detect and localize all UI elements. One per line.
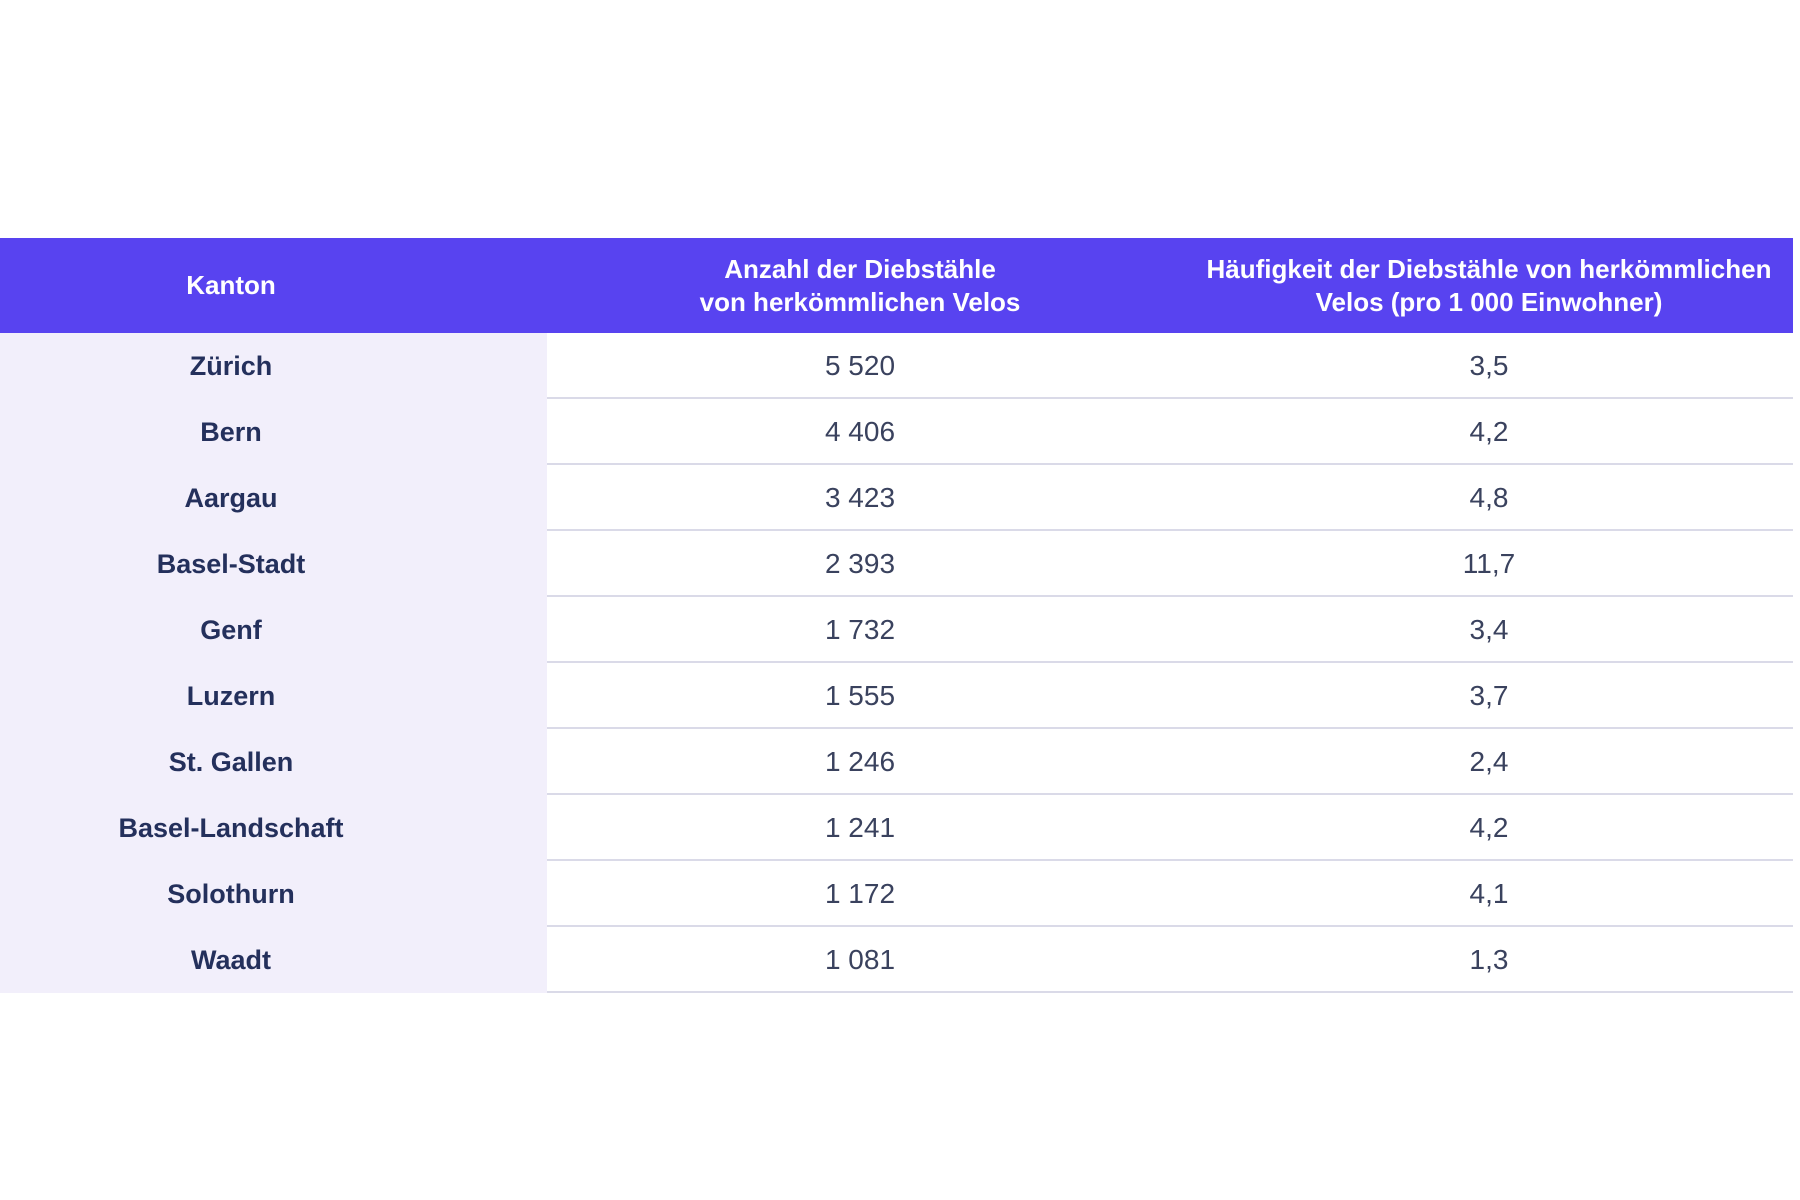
haeufigkeit-value-cell: 11,7	[1462, 548, 1516, 579]
table-body: Zürich 5 520 3,5 Bern 4 406 4,2 Aargau 3…	[0, 333, 1793, 993]
anzahl-value-cell: 2 393	[824, 548, 896, 579]
haeufigkeit-value-cell: 4,8	[1469, 482, 1509, 513]
haeufigkeit-value-cell: 3,5	[1469, 350, 1509, 381]
haeufigkeit-value-cell: 4,2	[1469, 416, 1509, 447]
table-row: Basel-Stadt 2 393 11,7	[0, 531, 1793, 597]
kanton-name-cell: Bern	[200, 416, 262, 447]
haeufigkeit-value-cell: 3,4	[1469, 614, 1509, 645]
column-header-kanton-label: Kanton	[186, 270, 276, 300]
anzahl-value-cell: 3 423	[824, 482, 896, 513]
table-row: Genf 1 732 3,4	[0, 597, 1793, 663]
column-header-anzahl-line2: von herkömmlichen Velos	[699, 286, 1021, 317]
kanton-name-cell: Genf	[200, 614, 262, 645]
table-row: Waadt 1 081 1,3	[0, 927, 1793, 993]
kanton-name-cell: Waadt	[191, 944, 271, 975]
kanton-name-cell: Aargau	[184, 482, 278, 513]
kanton-column-background	[0, 333, 547, 993]
haeufigkeit-value-cell: 4,2	[1469, 812, 1509, 843]
table-row: St. Gallen 1 246 2,4	[0, 729, 1793, 795]
kanton-name-cell: Zürich	[189, 350, 273, 381]
haeufigkeit-value-cell: 2,4	[1469, 746, 1509, 777]
anzahl-value-cell: 4 406	[824, 416, 896, 447]
haeufigkeit-value-cell: 1,3	[1469, 944, 1509, 975]
haeufigkeit-value-cell: 4,1	[1469, 878, 1509, 909]
column-header-haeufigkeit: Häufigkeit der Diebstähle von herkömmlic…	[1189, 238, 1789, 333]
kanton-name-cell: Basel-Landschaft	[118, 812, 344, 843]
anzahl-value-cell: 1 081	[824, 944, 896, 975]
kanton-name-cell: Basel-Stadt	[156, 548, 306, 579]
haeufigkeit-value-cell: 3,7	[1469, 680, 1509, 711]
table-row: Luzern 1 555 3,7	[0, 663, 1793, 729]
table-row: Basel-Landschaft 1 241 4,2	[0, 795, 1793, 861]
table-row: Bern 4 406 4,2	[0, 399, 1793, 465]
kanton-name-cell: Solothurn	[167, 878, 295, 909]
column-header-haeufigkeit-line1: Häufigkeit der Diebstähle von herkömmlic…	[1206, 253, 1772, 284]
anzahl-value-cell: 1 241	[824, 812, 896, 843]
table-row: Solothurn 1 172 4,1	[0, 861, 1793, 927]
table-header-row: Kanton Anzahl der Diebstähle von herkömm…	[0, 238, 1793, 333]
table-row: Zürich 5 520 3,5	[0, 333, 1793, 399]
velo-diebstahl-table: Kanton Anzahl der Diebstähle von herkömm…	[0, 238, 1793, 993]
table-row: Aargau 3 423 4,8	[0, 465, 1793, 531]
column-header-anzahl-line1: Anzahl der Diebstähle	[724, 253, 996, 284]
column-header-anzahl: Anzahl der Diebstähle von herkömmlichen …	[462, 238, 1258, 333]
anzahl-value-cell: 1 246	[824, 746, 896, 777]
anzahl-value-cell: 1 172	[824, 878, 896, 909]
anzahl-value-cell: 1 732	[824, 614, 896, 645]
anzahl-value-cell: 1 555	[824, 680, 896, 711]
kanton-name-cell: Luzern	[186, 680, 276, 711]
anzahl-value-cell: 5 520	[824, 350, 896, 381]
kanton-name-cell: St. Gallen	[168, 746, 294, 777]
column-header-kanton: Kanton	[0, 238, 462, 333]
column-header-haeufigkeit-line2: Velos (pro 1 000 Einwohner)	[1315, 286, 1663, 317]
